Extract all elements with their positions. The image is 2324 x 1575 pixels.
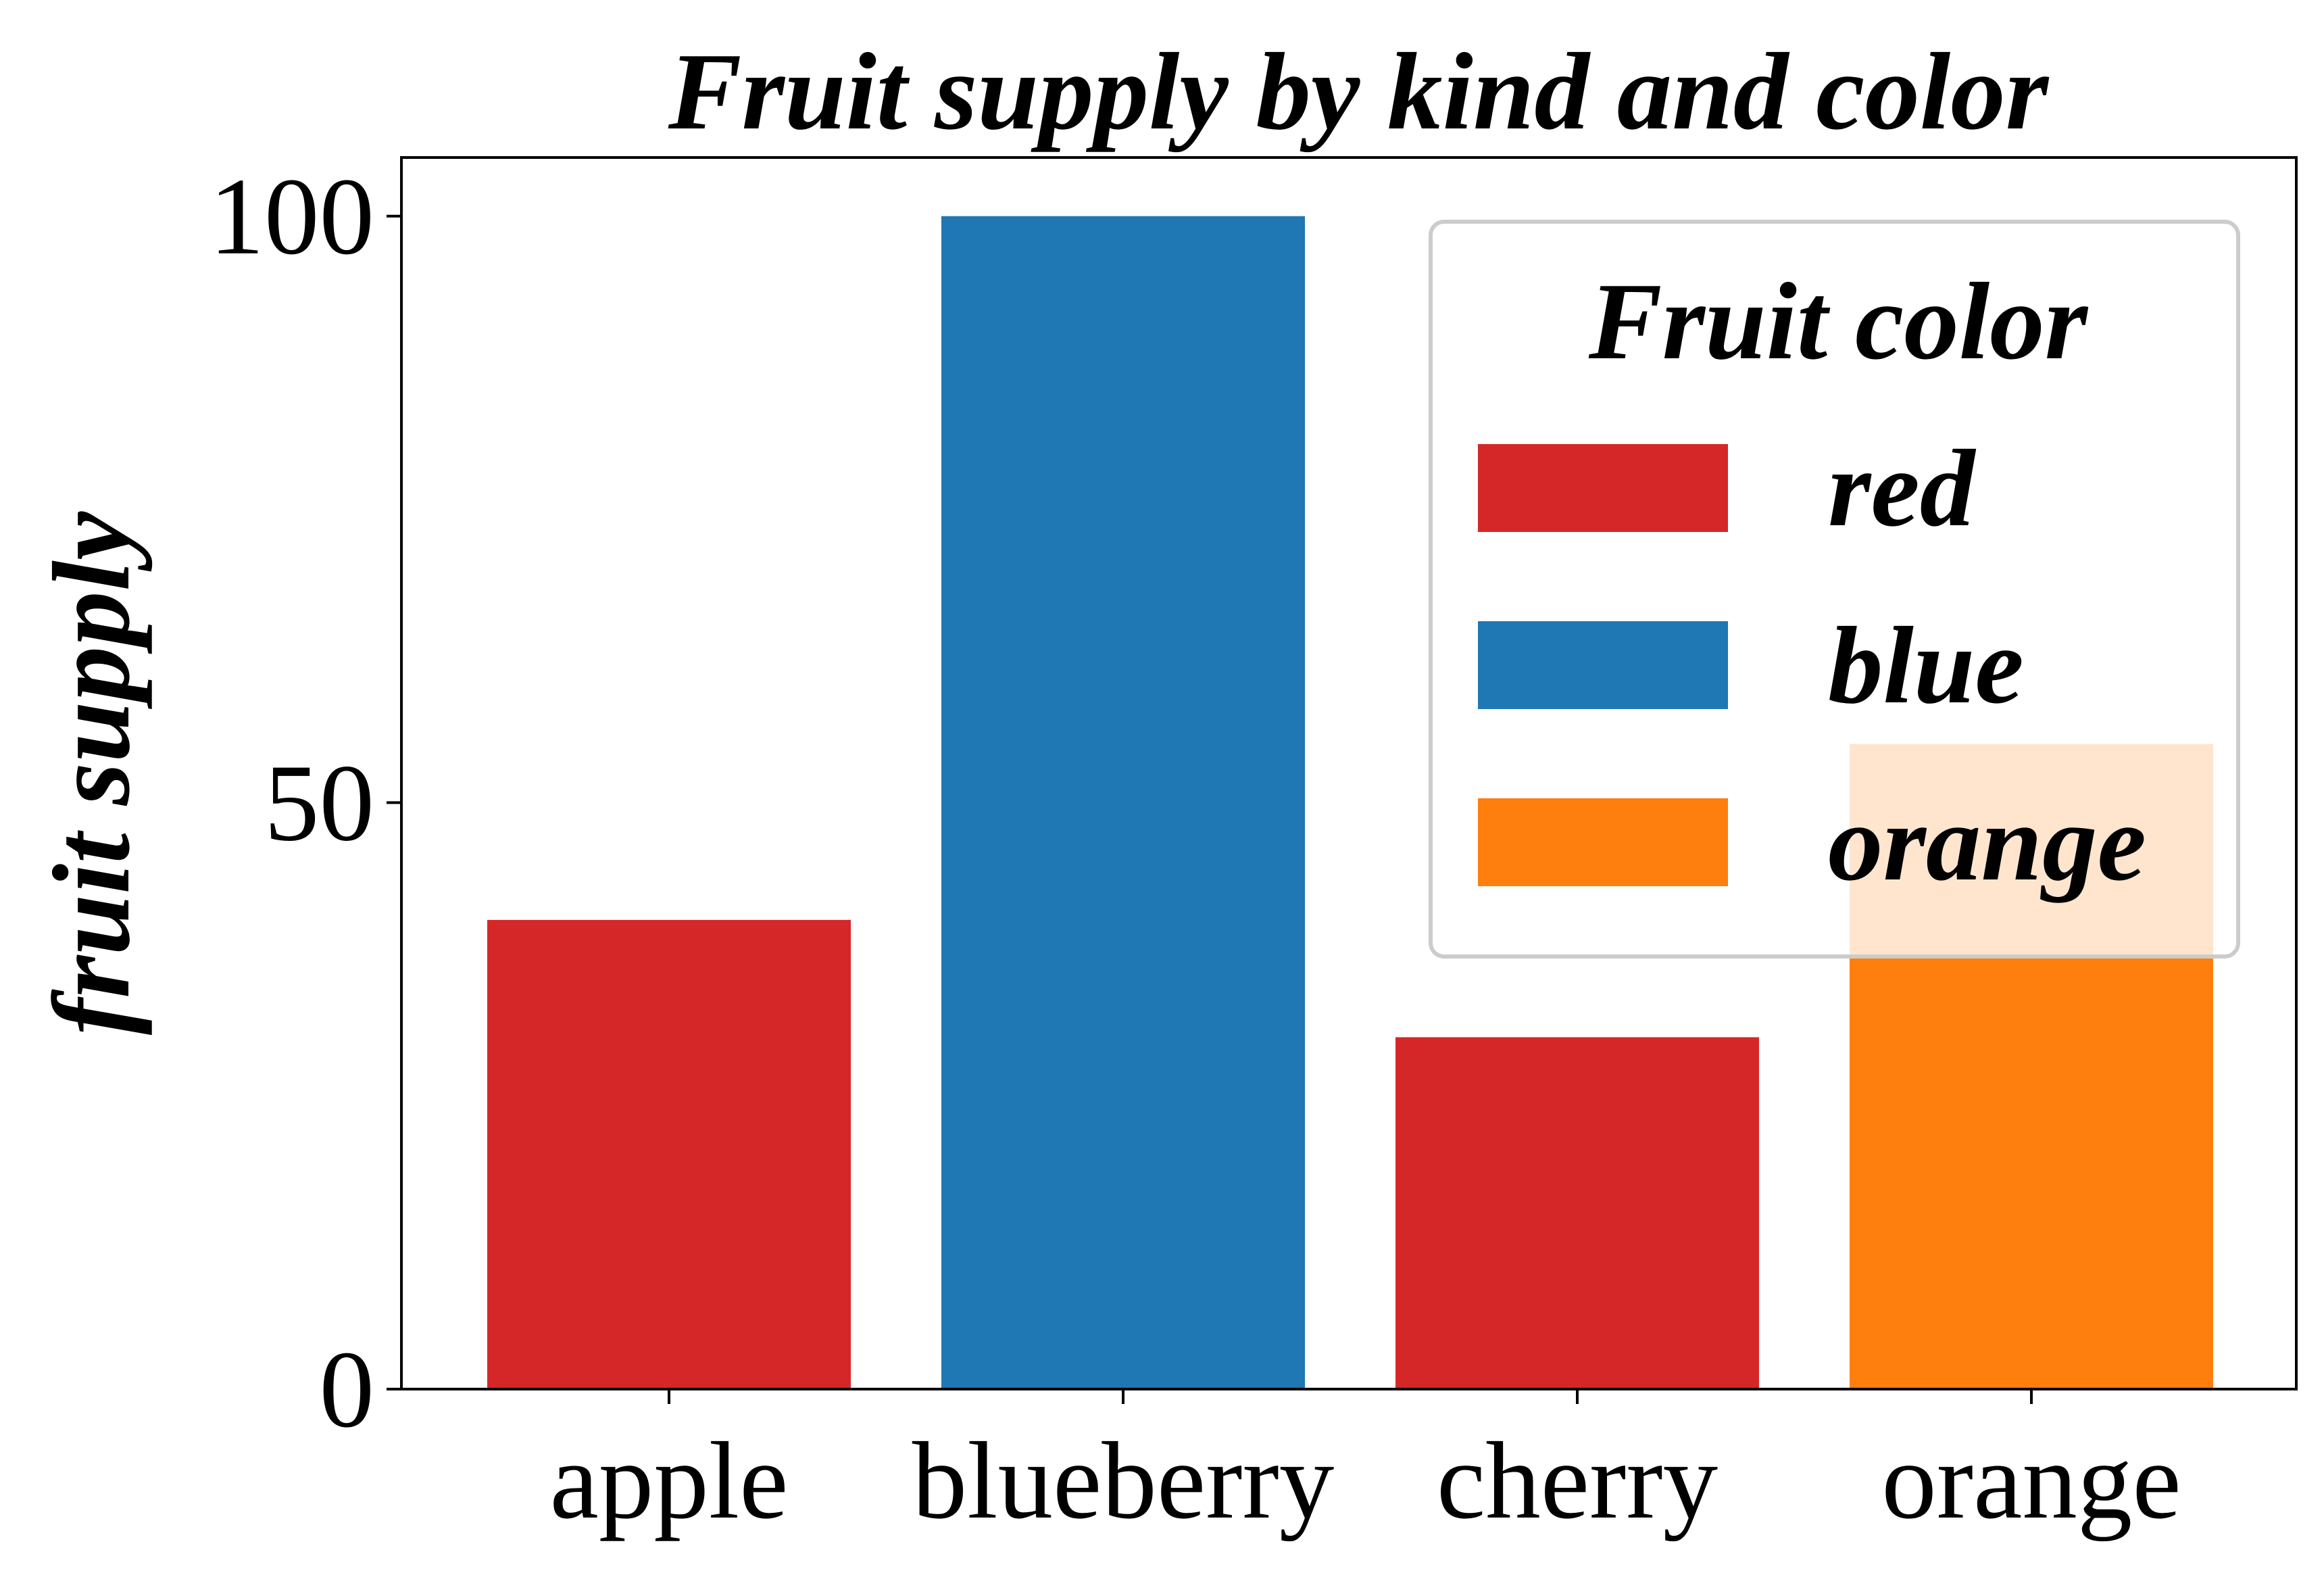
- legend-box: [1429, 220, 2240, 959]
- legend-entries: red blue orange: [1478, 428, 2146, 904]
- y-tick-label: 0: [320, 1329, 375, 1451]
- legend-label-red: red: [1828, 428, 1977, 550]
- x-tick-label-cherry: cherry: [1437, 1420, 1718, 1542]
- y-tick-label: 50: [264, 742, 374, 864]
- bar-apple: [487, 919, 851, 1389]
- legend: Fruit color red blue orange: [1429, 220, 2240, 959]
- x-tick-label-apple: apple: [550, 1420, 789, 1542]
- x-axis-ticks: apple blueberry cherry orange: [550, 1389, 2181, 1542]
- legend-title: Fruit color: [1588, 261, 2089, 383]
- y-tick-label: 100: [209, 156, 375, 278]
- legend-swatch-blue: [1478, 621, 1728, 709]
- x-tick-label-orange: orange: [1881, 1420, 2181, 1542]
- bar-blueberry: [941, 216, 1305, 1389]
- y-axis-label: fruit supply: [31, 511, 153, 1035]
- legend-swatch-red: [1478, 444, 1728, 532]
- x-tick-label-blueberry: blueberry: [912, 1420, 1335, 1542]
- chart-title: Fruit supply by kind and color: [668, 31, 2050, 153]
- plot-frame: [400, 156, 2298, 1390]
- bar-cherry: [1395, 1037, 1759, 1389]
- y-axis-ticks: 0 50 100: [209, 156, 401, 1451]
- legend-label-orange: orange: [1828, 782, 2146, 904]
- legend-swatch-orange: [1478, 798, 1728, 886]
- legend-label-blue: blue: [1828, 605, 2024, 727]
